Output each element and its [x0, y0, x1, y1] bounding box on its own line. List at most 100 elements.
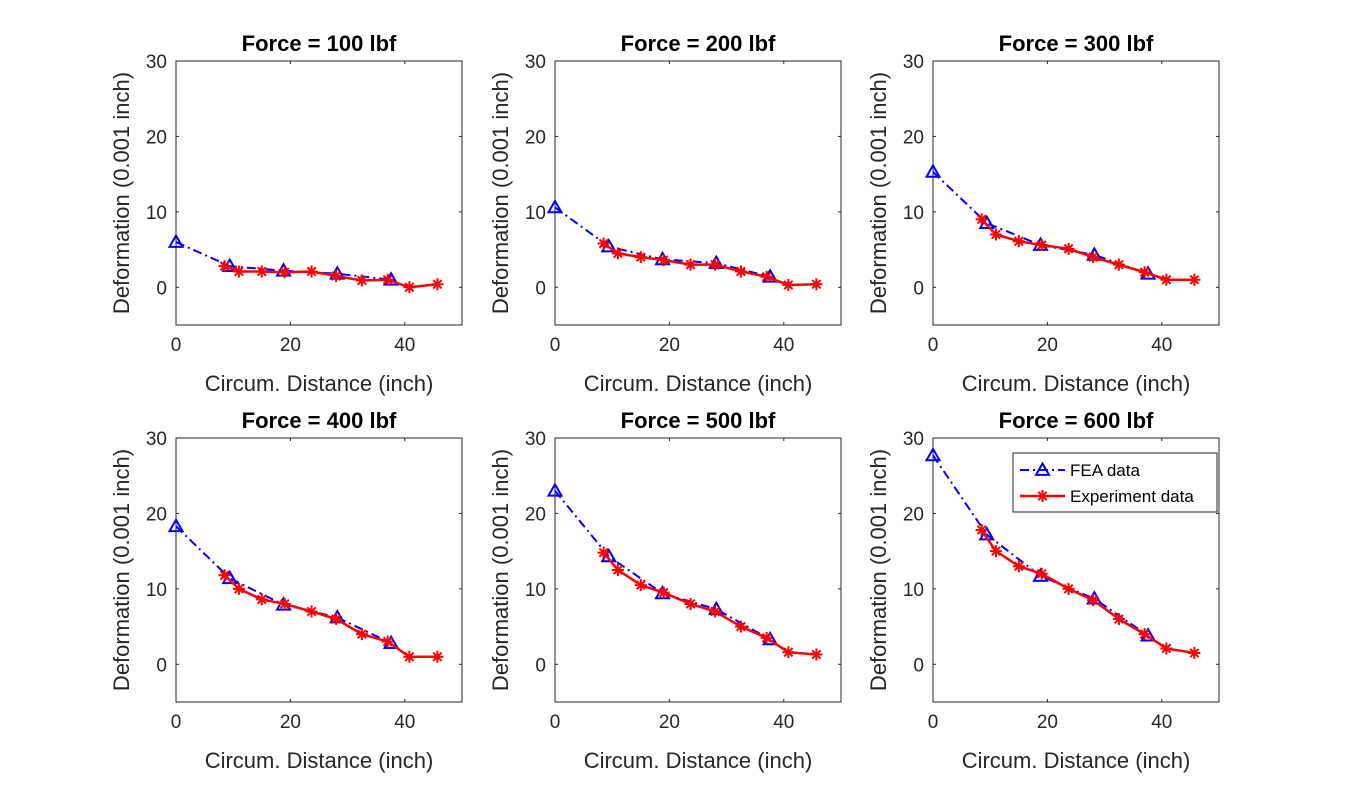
experiment-data-point [255, 593, 268, 606]
y-axis-label: Deformation (0.001 inch) [109, 72, 134, 314]
experiment-data-point [431, 650, 444, 663]
experiment-data-point [989, 228, 1002, 241]
fea-series-line [932, 454, 1149, 637]
fea-data-point [167, 233, 185, 248]
subplot-5: 0 20 40 0 10 20 30 Force = 500 lbf Circum. Dista… [488, 408, 842, 773]
experiment-data-point [1188, 646, 1201, 659]
y-axis-label: Deformation (0.001 inch) [488, 72, 513, 314]
experiment-data-point [1087, 594, 1100, 607]
legend-entry-label: FEA data [1070, 461, 1140, 480]
experiment-data-point [1112, 258, 1125, 271]
fea-data-point [546, 482, 564, 497]
fea-data-point [924, 163, 942, 178]
experiment-series-line [224, 264, 438, 289]
y-tick-label: 20 [525, 504, 546, 525]
y-tick-label: 30 [146, 52, 167, 73]
legend-experiment-marker [1036, 490, 1049, 502]
experiment-data-point [709, 605, 722, 618]
x-tick-label: 40 [394, 335, 415, 356]
fea-data-point [167, 517, 185, 533]
experiment-data-point [305, 605, 318, 618]
experiment-data-point [684, 597, 697, 610]
subplot-2: 0 20 40 0 10 20 30 Force = 200 lbf Circum. Dista… [488, 31, 842, 396]
x-axis-label: Circum. Distance (inch) [584, 371, 813, 396]
y-axis-label: Deformation (0.001 inch) [109, 449, 134, 691]
plot-area [175, 60, 463, 326]
experiment-data-point [403, 281, 416, 294]
experiment-series-line [223, 574, 438, 658]
legend-box [1012, 452, 1218, 513]
experiment-data-point [1160, 642, 1173, 655]
y-tick-label: 10 [146, 580, 167, 601]
experiment-data-point [381, 635, 394, 648]
plot-area [554, 437, 842, 703]
experiment-data-point [1188, 273, 1201, 286]
experiment-data-point [1138, 628, 1151, 641]
experiment-series-line [602, 242, 817, 287]
y-tick-label: 0 [535, 655, 546, 676]
experiment-data-point [782, 646, 795, 659]
experiment-data-point [760, 270, 773, 283]
y-tick-label: 20 [903, 504, 924, 525]
y-tick-label: 20 [903, 127, 924, 148]
experiment-data-point [1012, 560, 1025, 573]
experiment-data-point [1087, 251, 1100, 264]
plot-area [932, 60, 1220, 326]
y-axis-label: Deformation (0.001 inch) [866, 449, 891, 691]
y-tick-label: 0 [913, 655, 924, 676]
y-axis-label: Deformation (0.001 inch) [488, 449, 513, 691]
y-tick-label: 30 [525, 52, 546, 73]
y-tick-label: 10 [525, 580, 546, 601]
x-tick-label: 40 [394, 712, 415, 733]
y-tick-label: 0 [913, 278, 924, 299]
experiment-series-line [980, 218, 1195, 281]
chart-title: Force = 500 lbf [621, 408, 776, 433]
y-tick-label: 30 [903, 429, 924, 450]
experiment-data-point [1160, 273, 1173, 286]
experiment-data-point [975, 524, 988, 537]
experiment-data-point [1062, 582, 1075, 595]
experiment-data-point [278, 266, 291, 279]
experiment-data-point [232, 265, 245, 278]
subplot-6: 0 20 40 0 10 20 30 Force = 600 lbf Circum. Dista… [866, 408, 1220, 773]
experiment-data-point [305, 265, 318, 278]
experiment-data-point [330, 269, 343, 282]
experiment-data-point [1035, 567, 1048, 580]
x-tick-label: 20 [1037, 712, 1058, 733]
experiment-data-point [1062, 242, 1075, 255]
x-tick-label: 20 [1037, 335, 1058, 356]
legend-entry-label: Experiment data [1070, 487, 1194, 506]
y-tick-label: 10 [146, 203, 167, 224]
experiment-data-point [330, 613, 343, 626]
experiment-data-point [597, 237, 610, 250]
subplot-1: 0 20 40 0 10 20 30 Force = 100 lbf Circum. Dista… [109, 31, 463, 396]
x-tick-label: 20 [659, 712, 680, 733]
x-tick-label: 40 [773, 335, 794, 356]
chart-title: Force = 200 lbf [621, 31, 776, 56]
experiment-data-point [634, 579, 647, 592]
y-tick-label: 20 [146, 504, 167, 525]
y-tick-label: 30 [903, 52, 924, 73]
experiment-data-point [634, 251, 647, 264]
legend: FEA data Experiment data [1012, 452, 1218, 513]
experiment-data-point [782, 279, 795, 292]
x-tick-label: 0 [171, 712, 182, 733]
x-tick-label: 0 [550, 335, 561, 356]
experiment-data-point [684, 258, 697, 271]
y-tick-label: 0 [156, 655, 167, 676]
x-axis-label: Circum. Distance (inch) [205, 371, 434, 396]
experiment-data-point [403, 650, 416, 663]
experiment-data-point [709, 258, 722, 271]
experiment-data-point [355, 274, 368, 287]
x-tick-label: 0 [928, 335, 939, 356]
experiment-data-point [355, 628, 368, 641]
experiment-data-point [1012, 235, 1025, 248]
experiment-data-point [734, 620, 747, 633]
y-tick-label: 20 [525, 127, 546, 148]
experiment-series-line [602, 551, 817, 656]
y-tick-label: 0 [535, 278, 546, 299]
experiment-data-point [657, 586, 670, 599]
y-tick-label: 30 [525, 429, 546, 450]
experiment-series-line [980, 529, 1195, 655]
